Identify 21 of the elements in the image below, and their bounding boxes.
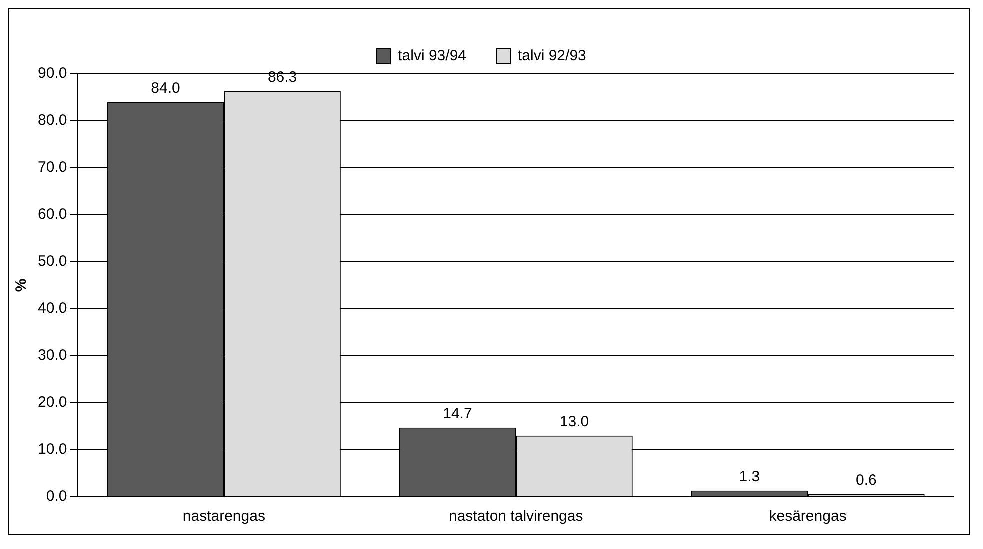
- data-label: 14.7: [443, 406, 472, 423]
- y-tick-label: 80.0: [38, 112, 68, 130]
- data-label: 1.3: [739, 468, 760, 486]
- x-tick-label: nastarengas: [182, 508, 266, 526]
- data-label: 13.0: [560, 414, 590, 431]
- legend-label: talvi 92/93: [518, 48, 586, 65]
- data-label: 0.6: [856, 472, 877, 489]
- y-tick-label: 60.0: [38, 206, 68, 224]
- x-tick-label: kesärengas: [769, 508, 847, 526]
- y-tick-label: 20.0: [38, 394, 68, 412]
- y-axis-title: %: [13, 278, 30, 292]
- y-tick-label: 10.0: [38, 441, 68, 458]
- y-tick-label: 70.0: [38, 159, 68, 176]
- data-label: 84.0: [151, 80, 180, 97]
- y-tick-label: 50.0: [38, 253, 68, 270]
- x-tick-label: nastaton talvirengas: [448, 508, 584, 526]
- y-tick-label: 90.0: [38, 65, 68, 82]
- y-tick-label: 30.0: [38, 347, 68, 364]
- y-tick-label: 40.0: [38, 300, 68, 318]
- legend-label: talvi 93/94: [398, 48, 467, 65]
- y-tick-label: 0.0: [46, 488, 68, 506]
